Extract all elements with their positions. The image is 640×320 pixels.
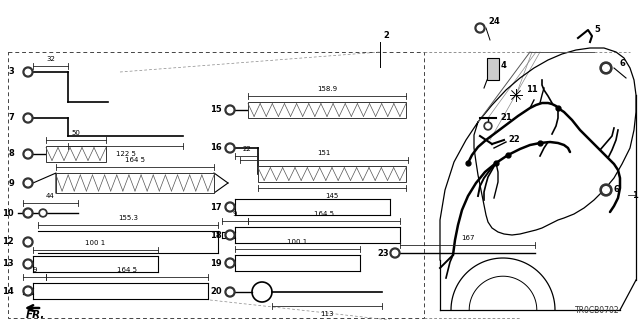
Text: 12: 12 [3, 237, 14, 246]
Circle shape [23, 113, 33, 123]
Circle shape [23, 67, 33, 77]
Text: 16: 16 [211, 143, 222, 153]
Circle shape [600, 184, 612, 196]
Text: 2: 2 [383, 31, 389, 40]
Text: 20: 20 [211, 287, 222, 297]
Circle shape [392, 250, 397, 256]
Text: 6: 6 [614, 186, 620, 195]
Text: 24: 24 [488, 17, 500, 26]
Circle shape [227, 145, 233, 151]
Text: 151: 151 [317, 150, 331, 156]
Circle shape [225, 287, 235, 297]
Circle shape [25, 210, 31, 216]
Circle shape [600, 62, 612, 74]
Text: 164 5: 164 5 [117, 267, 137, 273]
Bar [487, 58, 499, 80]
Text: 100 1: 100 1 [85, 240, 106, 246]
Bar [8, 52, 424, 318]
Text: 3: 3 [8, 68, 14, 76]
Circle shape [25, 239, 31, 245]
Text: 9: 9 [233, 211, 237, 217]
Text: 155.3: 155.3 [118, 215, 138, 221]
Text: 122 5: 122 5 [116, 151, 136, 157]
Text: 145: 145 [325, 193, 339, 199]
Text: 10: 10 [3, 209, 14, 218]
Text: 4: 4 [501, 61, 507, 70]
Text: 11: 11 [526, 85, 538, 94]
Text: 167: 167 [461, 235, 474, 241]
Circle shape [603, 187, 609, 193]
Circle shape [390, 248, 400, 258]
Circle shape [41, 211, 45, 215]
Circle shape [25, 261, 31, 267]
Text: FR.: FR. [26, 310, 45, 320]
Text: 15: 15 [211, 106, 222, 115]
Circle shape [227, 232, 233, 238]
Circle shape [484, 122, 492, 130]
Text: 6: 6 [620, 60, 626, 68]
Circle shape [227, 204, 233, 210]
Bar [258, 166, 406, 182]
Circle shape [603, 65, 609, 71]
Circle shape [227, 260, 233, 266]
Text: 21: 21 [500, 114, 512, 123]
Text: 13: 13 [3, 260, 14, 268]
Circle shape [227, 289, 233, 295]
Circle shape [39, 209, 47, 217]
Text: 22: 22 [508, 135, 520, 145]
Text: 8: 8 [8, 149, 14, 158]
Circle shape [25, 115, 31, 121]
Circle shape [225, 202, 235, 212]
Circle shape [477, 25, 483, 31]
Circle shape [225, 230, 235, 240]
Text: 5: 5 [594, 26, 600, 35]
Bar [248, 102, 406, 118]
Text: 50: 50 [72, 130, 81, 136]
Text: 7: 7 [8, 114, 14, 123]
Circle shape [225, 258, 235, 268]
Text: 1: 1 [632, 190, 638, 199]
Text: 44: 44 [46, 193, 55, 199]
Circle shape [486, 124, 490, 128]
Bar [56, 173, 214, 193]
Circle shape [25, 180, 31, 186]
Text: 164 5: 164 5 [125, 157, 145, 163]
Text: TR0CB0702: TR0CB0702 [575, 306, 620, 315]
Text: 9: 9 [32, 267, 36, 273]
Circle shape [225, 105, 235, 115]
Circle shape [23, 178, 33, 188]
Circle shape [23, 286, 33, 296]
Text: 22: 22 [242, 146, 251, 152]
Circle shape [25, 69, 31, 75]
Circle shape [475, 23, 485, 33]
Text: 18: 18 [211, 230, 222, 239]
Text: 19: 19 [211, 259, 222, 268]
Text: 113: 113 [320, 311, 333, 317]
Circle shape [227, 107, 233, 113]
Circle shape [25, 288, 31, 294]
Bar [46, 146, 106, 162]
Circle shape [23, 149, 33, 159]
Circle shape [23, 259, 33, 269]
Circle shape [225, 143, 235, 153]
Text: 158.9: 158.9 [317, 86, 337, 92]
Text: 23: 23 [378, 249, 389, 258]
Circle shape [23, 208, 33, 218]
Circle shape [23, 237, 33, 247]
Text: 17: 17 [211, 203, 222, 212]
Text: 100 1: 100 1 [287, 239, 308, 245]
Text: 14: 14 [3, 286, 14, 295]
Circle shape [25, 151, 31, 157]
Text: 9: 9 [8, 179, 14, 188]
Text: 32: 32 [46, 56, 55, 62]
Text: 164 5: 164 5 [314, 211, 334, 217]
